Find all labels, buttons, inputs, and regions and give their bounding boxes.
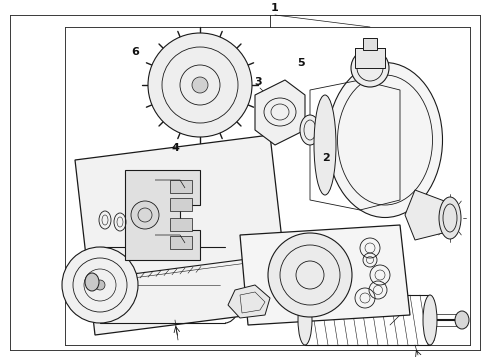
Bar bbox=[205, 260, 230, 273]
Text: 6: 6 bbox=[131, 47, 139, 57]
Bar bbox=[170, 198, 192, 211]
Bar bbox=[215, 270, 236, 282]
Text: 1: 1 bbox=[271, 3, 279, 13]
Text: 2: 2 bbox=[322, 153, 330, 163]
Ellipse shape bbox=[85, 273, 99, 291]
Bar bbox=[170, 180, 192, 193]
Polygon shape bbox=[255, 80, 305, 145]
Ellipse shape bbox=[300, 115, 320, 145]
Ellipse shape bbox=[314, 95, 336, 195]
Ellipse shape bbox=[298, 295, 312, 345]
Polygon shape bbox=[75, 135, 290, 335]
Ellipse shape bbox=[351, 49, 389, 87]
Circle shape bbox=[62, 247, 138, 323]
Bar bbox=[363, 38, 377, 50]
Text: 4: 4 bbox=[171, 143, 179, 153]
Polygon shape bbox=[228, 285, 270, 318]
Polygon shape bbox=[125, 170, 200, 260]
Circle shape bbox=[95, 280, 105, 290]
Circle shape bbox=[148, 33, 252, 137]
Bar bbox=[355, 48, 385, 68]
Polygon shape bbox=[405, 190, 455, 240]
Ellipse shape bbox=[439, 197, 461, 239]
Circle shape bbox=[131, 201, 159, 229]
Ellipse shape bbox=[327, 63, 442, 217]
Ellipse shape bbox=[423, 295, 437, 345]
Text: 3: 3 bbox=[254, 77, 262, 87]
Circle shape bbox=[192, 77, 208, 93]
Text: 5: 5 bbox=[297, 58, 305, 68]
Bar bbox=[170, 236, 192, 249]
Bar bbox=[170, 218, 192, 231]
Circle shape bbox=[268, 233, 352, 317]
Polygon shape bbox=[240, 225, 410, 325]
Bar bbox=[185, 253, 214, 267]
Ellipse shape bbox=[455, 311, 469, 329]
